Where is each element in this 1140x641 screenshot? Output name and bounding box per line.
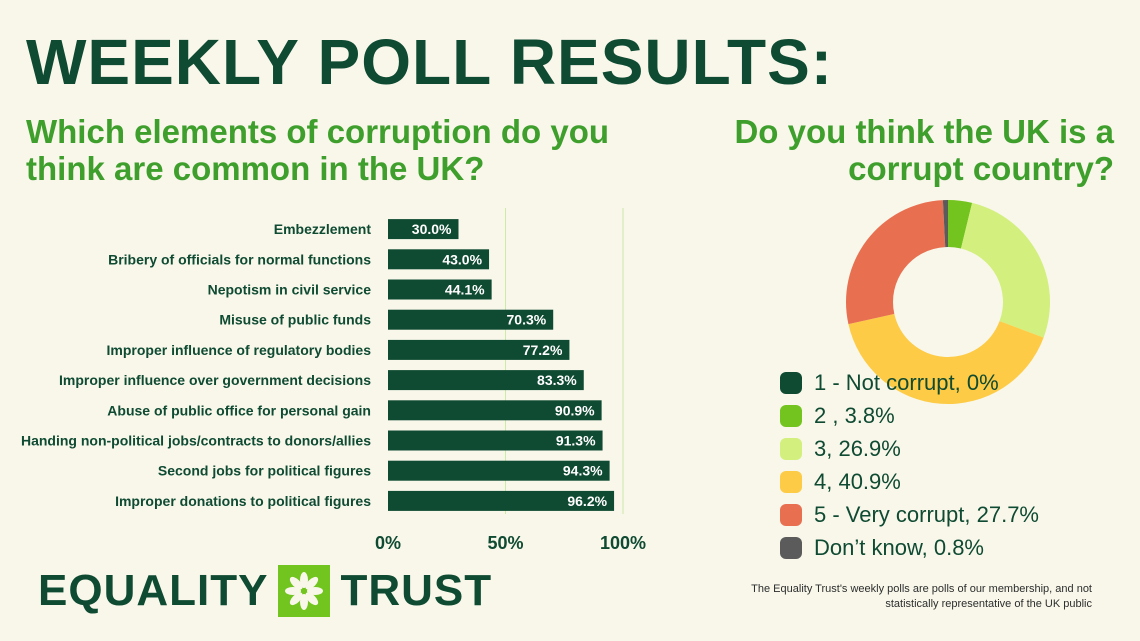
legend-item: 2 , 3.8% — [780, 399, 1039, 432]
category-label: Bribery of officials for normal function… — [108, 251, 371, 267]
legend-label: Don’t know, 0.8% — [814, 534, 984, 560]
donut-slice — [960, 202, 1050, 338]
logo-word-equality: EQUALITY — [38, 566, 269, 615]
bar — [388, 219, 459, 240]
bar-value-label: 70.3% — [507, 312, 547, 328]
category-label: Nepotism in civil service — [208, 282, 372, 298]
category-label: Abuse of public office for personal gain — [107, 402, 371, 418]
legend-item: 1 - Not corrupt, 0% — [780, 366, 1039, 399]
bar — [388, 249, 490, 270]
bar — [388, 370, 584, 391]
legend-item: 4, 40.9% — [780, 465, 1039, 498]
bar-value-label: 43.0% — [442, 251, 482, 267]
bar-value-label: 44.1% — [445, 282, 485, 298]
legend-swatch — [780, 437, 802, 460]
bar — [388, 490, 615, 511]
asterisk-flower-icon — [278, 565, 331, 617]
page-title: WEEKLY POLL RESULTS: — [26, 26, 834, 98]
legend-swatch — [780, 371, 802, 394]
legend-swatch — [780, 503, 802, 526]
category-label: Improper influence of regulatory bodies — [107, 342, 372, 358]
bar-chart-question: Which elements of corruption do you thin… — [26, 113, 610, 187]
donut-slice — [846, 200, 946, 325]
donut-slice — [942, 200, 948, 248]
donut-legend: 1 - Not corrupt, 0% 2 , 3.8% 3, 26.9% 4, 40… — [780, 366, 1039, 564]
bar-value-label: 30.0% — [412, 221, 452, 237]
category-label: Improper influence over government decis… — [59, 372, 371, 388]
footnote: The Equality Trust's weekly polls are po… — [751, 583, 1092, 610]
bar — [388, 309, 554, 330]
bar — [388, 430, 603, 451]
legend-swatch — [780, 470, 802, 493]
donut-slice — [948, 200, 973, 249]
legend-label: 5 - Very corrupt, 27.7% — [814, 501, 1039, 527]
legend-label: 4, 40.9% — [814, 468, 901, 494]
equality-trust-logo: EQUALITY TRUST — [38, 565, 492, 617]
legend-label: 3, 26.9% — [814, 435, 901, 461]
logo-word-trust: TRUST — [340, 566, 493, 615]
logo-flower-svg — [285, 572, 324, 610]
category-label: Embezzlement — [274, 221, 372, 237]
corrupt-country-donut-chart — [846, 200, 1050, 404]
legend-label: 2 , 3.8% — [814, 402, 895, 428]
donut-slice — [848, 313, 1044, 404]
corruption-elements-bar-chart: 0% 50% 100% Embezzlement 30.0% Bribery of off… — [21, 208, 646, 553]
legend-label: 1 - Not corrupt, 0% — [814, 369, 999, 395]
category-label: Misuse of public funds — [219, 312, 371, 328]
bar — [388, 279, 492, 300]
bar-value-label: 91.3% — [556, 433, 596, 449]
bar — [388, 339, 570, 360]
legend-swatch — [780, 536, 802, 559]
bar — [388, 400, 602, 421]
legend-swatch — [780, 404, 802, 427]
legend-item: 5 - Very corrupt, 27.7% — [780, 498, 1039, 531]
bar-value-label: 96.2% — [567, 493, 607, 509]
category-label: Second jobs for political figures — [158, 463, 371, 479]
bar-value-label: 94.3% — [563, 463, 603, 479]
x-tick-label: 100% — [600, 533, 646, 553]
x-tick-label: 50% — [487, 533, 523, 553]
category-label: Handing non-political jobs/contracts to … — [21, 433, 371, 449]
category-label: Improper donations to political figures — [115, 493, 371, 509]
bar-value-label: 83.3% — [537, 372, 577, 388]
donut-chart-question: Do you think the UK is a corrupt country… — [734, 113, 1114, 187]
bar — [388, 460, 610, 481]
legend-item: Don’t know, 0.8% — [780, 531, 1039, 564]
x-tick-label: 0% — [375, 533, 401, 553]
bar-value-label: 77.2% — [523, 342, 563, 358]
bar-value-label: 90.9% — [555, 402, 595, 418]
legend-item: 3, 26.9% — [780, 432, 1039, 465]
